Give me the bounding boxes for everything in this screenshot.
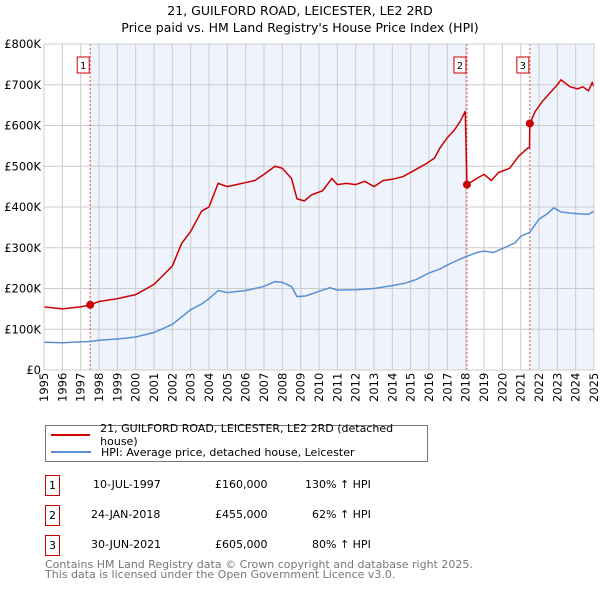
sale-point	[86, 300, 95, 309]
table-row: 3 30-JUN-2021 £605,000 80% ↑ HPI	[45, 535, 465, 556]
x-tick-label: 2025	[587, 373, 600, 402]
x-tick-label: 1998	[92, 373, 106, 402]
sale-point	[462, 180, 471, 189]
sale-label: 3	[520, 61, 526, 72]
x-tick-label: 1997	[74, 373, 88, 402]
y-tick-label: £100K	[4, 322, 41, 336]
sale-marker: 3	[45, 535, 60, 556]
blue-line-swatch	[51, 451, 91, 453]
sale-price: £605,000	[215, 538, 268, 551]
y-tick-label: £200K	[4, 282, 41, 296]
x-tick-label: 2004	[202, 373, 216, 402]
red-line-swatch	[51, 434, 91, 436]
footer-licence: This data is licensed under the Open Gov…	[45, 568, 396, 581]
sale-marker: 2	[45, 505, 60, 526]
sale-label-box	[453, 56, 467, 74]
sale-label-box	[76, 56, 90, 74]
y-tick-label: £600K	[4, 119, 41, 133]
footer: Contains HM Land Registry data © Crown c…	[45, 558, 473, 581]
sale-marker: 1	[45, 475, 60, 496]
x-tick-label: 1996	[55, 373, 69, 402]
footer-copyright: Contains HM Land Registry data © Crown c…	[45, 558, 473, 571]
sale-price: £455,000	[215, 508, 268, 521]
legend: 21, GUILFORD ROAD, LEICESTER, LE2 2RD (d…	[45, 422, 428, 462]
y-tick-label: £0	[26, 363, 41, 377]
y-tick-label: £700K	[4, 78, 41, 92]
x-tick-label: 2006	[239, 373, 253, 402]
chart-subtitle: Price paid vs. HM Land Registry's House …	[121, 20, 479, 35]
y-tick-label: £300K	[4, 241, 41, 255]
x-tick-label: 2014	[385, 373, 399, 402]
series-line	[43, 206, 595, 344]
sale-date: 30-JUN-2021	[91, 538, 162, 551]
x-tick-label: 2016	[422, 373, 436, 402]
x-tick-label: 2012	[349, 373, 363, 402]
x-tick-label: 2005	[220, 373, 234, 402]
x-tick-label: 2003	[184, 373, 198, 402]
x-tick-label: 2021	[514, 373, 528, 402]
legend-item-hpi: HPI: Average price, detached house, Leic…	[51, 444, 355, 460]
chart-title: 21, GUILFORD ROAD, LEICESTER, LE2 2RD	[167, 3, 433, 18]
x-tick-label: 2013	[367, 373, 381, 402]
x-tick-label: 2002	[165, 373, 179, 402]
x-tick-label: 2008	[275, 373, 289, 402]
x-tick-label: 2011	[330, 373, 344, 402]
x-tick-label: 2019	[477, 373, 491, 402]
table-row: 1 10-JUL-1997 £160,000 130% ↑ HPI	[45, 475, 465, 496]
y-tick-label: £800K	[4, 37, 41, 51]
x-tick-label: 2020	[495, 373, 509, 402]
x-tick-label: 2001	[147, 373, 161, 402]
y-tick-label: £500K	[4, 159, 41, 173]
sale-price: £160,000	[215, 478, 268, 491]
plot-border	[43, 43, 595, 371]
sale-date: 24-JAN-2018	[91, 508, 161, 521]
x-tick-label: 1995	[37, 373, 51, 402]
x-tick-label: 2023	[550, 373, 564, 402]
sale-label: 2	[457, 61, 463, 72]
x-tick-label: 2010	[312, 373, 326, 402]
legend-item-property: 21, GUILFORD ROAD, LEICESTER, LE2 2RD (d…	[51, 422, 427, 448]
x-tick-label: 2015	[404, 373, 418, 402]
x-tick-label: 2007	[257, 373, 271, 402]
sale-point	[525, 119, 534, 128]
x-tick-label: 2022	[532, 373, 546, 402]
x-tick-label: 2024	[569, 373, 583, 402]
table-row: 2 24-JAN-2018 £455,000 62% ↑ HPI	[45, 505, 465, 526]
x-tick-label: 2000	[129, 373, 143, 402]
y-tick-label: £400K	[4, 200, 41, 214]
x-tick-label: 1999	[110, 373, 124, 402]
legend-label: 21, GUILFORD ROAD, LEICESTER, LE2 2RD (d…	[100, 422, 394, 448]
sale-hpi: 130% ↑ HPI	[305, 478, 371, 491]
series-line	[43, 78, 595, 310]
sale-hpi: 80% ↑ HPI	[312, 538, 371, 551]
sale-hpi: 62% ↑ HPI	[312, 508, 371, 521]
x-tick-label: 2018	[459, 373, 473, 402]
x-tick-label: 2017	[440, 373, 454, 402]
price-chart: 1995 1996 1997 1998 1999 2000 2001 2002 2003 2004…	[4, 37, 600, 402]
legend-label: HPI: Average price, detached house, Leic…	[101, 445, 355, 459]
sale-date: 10-JUL-1997	[93, 478, 161, 491]
sale-label: 1	[80, 61, 86, 72]
sale-label-box	[516, 56, 530, 74]
x-tick-label: 2009	[294, 373, 308, 402]
